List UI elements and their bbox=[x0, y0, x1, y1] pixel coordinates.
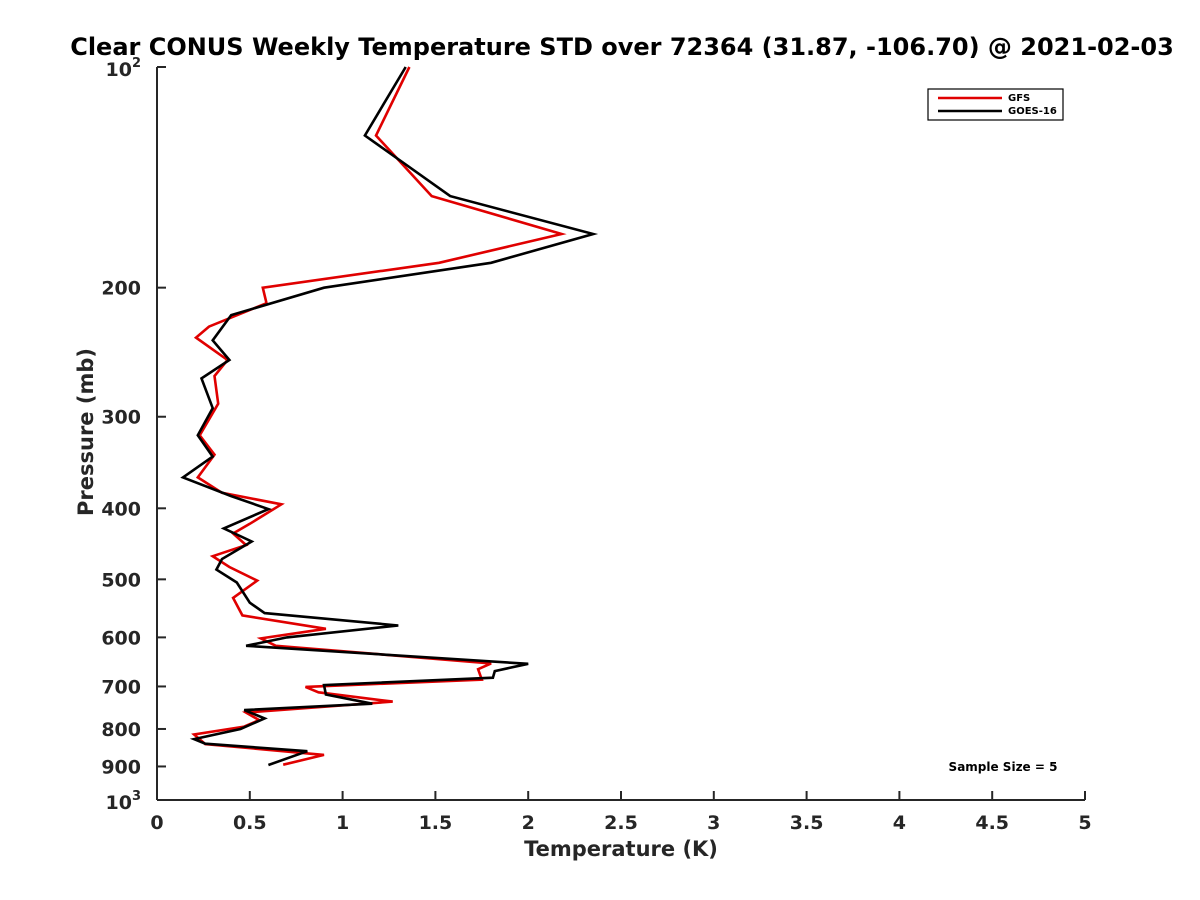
legend-box bbox=[927, 88, 1064, 121]
y-tick-base: 10 bbox=[106, 59, 132, 81]
y-tick-label: 400 bbox=[101, 498, 141, 520]
y-tick-label: 700 bbox=[101, 676, 141, 698]
series-line-gfs bbox=[191, 66, 567, 766]
series-line-goes16 bbox=[180, 66, 599, 767]
chart-title: Clear CONUS Weekly Temperature STD over … bbox=[70, 33, 1174, 61]
legend-label-goes16: GOES-16 bbox=[1008, 106, 1057, 117]
data-lines bbox=[180, 66, 599, 767]
x-tick-label: 0.5 bbox=[233, 812, 267, 834]
y-tick-label: 900 bbox=[101, 756, 141, 778]
axes: 0 0.5 1 1.5 2 2.5 3 3.5 4 4.5 51022003004005006007… bbox=[101, 56, 1091, 834]
x-tick-label: 2 bbox=[522, 812, 535, 834]
x-tick-label: 2.5 bbox=[604, 812, 638, 834]
x-tick-label: 5 bbox=[1078, 812, 1091, 834]
y-tick-label: 800 bbox=[101, 719, 141, 741]
y-tick-label: 103 bbox=[106, 789, 142, 814]
y-tick-label: 102 bbox=[106, 56, 142, 81]
plot-area: 0 0.5 1 1.5 2 2.5 3 3.5 4 4.5 51022003004005006007… bbox=[101, 56, 1091, 834]
x-tick-label: 3 bbox=[707, 812, 720, 834]
x-tick-label: 3.5 bbox=[790, 812, 824, 834]
y-tick-label: 600 bbox=[101, 627, 141, 649]
y-axis-label: Pressure (mb) bbox=[74, 348, 98, 516]
legend: GFS GOES-16 bbox=[927, 88, 1064, 121]
y-tick-label: 300 bbox=[101, 407, 141, 429]
x-tick-label: 1.5 bbox=[419, 812, 453, 834]
sample-size-annotation: Sample Size = 5 bbox=[949, 760, 1058, 774]
y-tick-label: 200 bbox=[101, 278, 141, 300]
x-tick-label: 1 bbox=[336, 812, 349, 834]
x-axis-label: Temperature (K) bbox=[524, 837, 718, 861]
x-tick-label: 4.5 bbox=[975, 812, 1009, 834]
legend-label-gfs: GFS bbox=[1008, 93, 1030, 104]
x-tick-label: 4 bbox=[893, 812, 906, 834]
y-tick-base: 10 bbox=[106, 792, 132, 814]
x-tick-label: 0 bbox=[150, 812, 163, 834]
y-tick-exponent: 3 bbox=[132, 789, 141, 804]
y-tick-label: 500 bbox=[101, 569, 141, 591]
y-tick-exponent: 2 bbox=[132, 56, 141, 71]
